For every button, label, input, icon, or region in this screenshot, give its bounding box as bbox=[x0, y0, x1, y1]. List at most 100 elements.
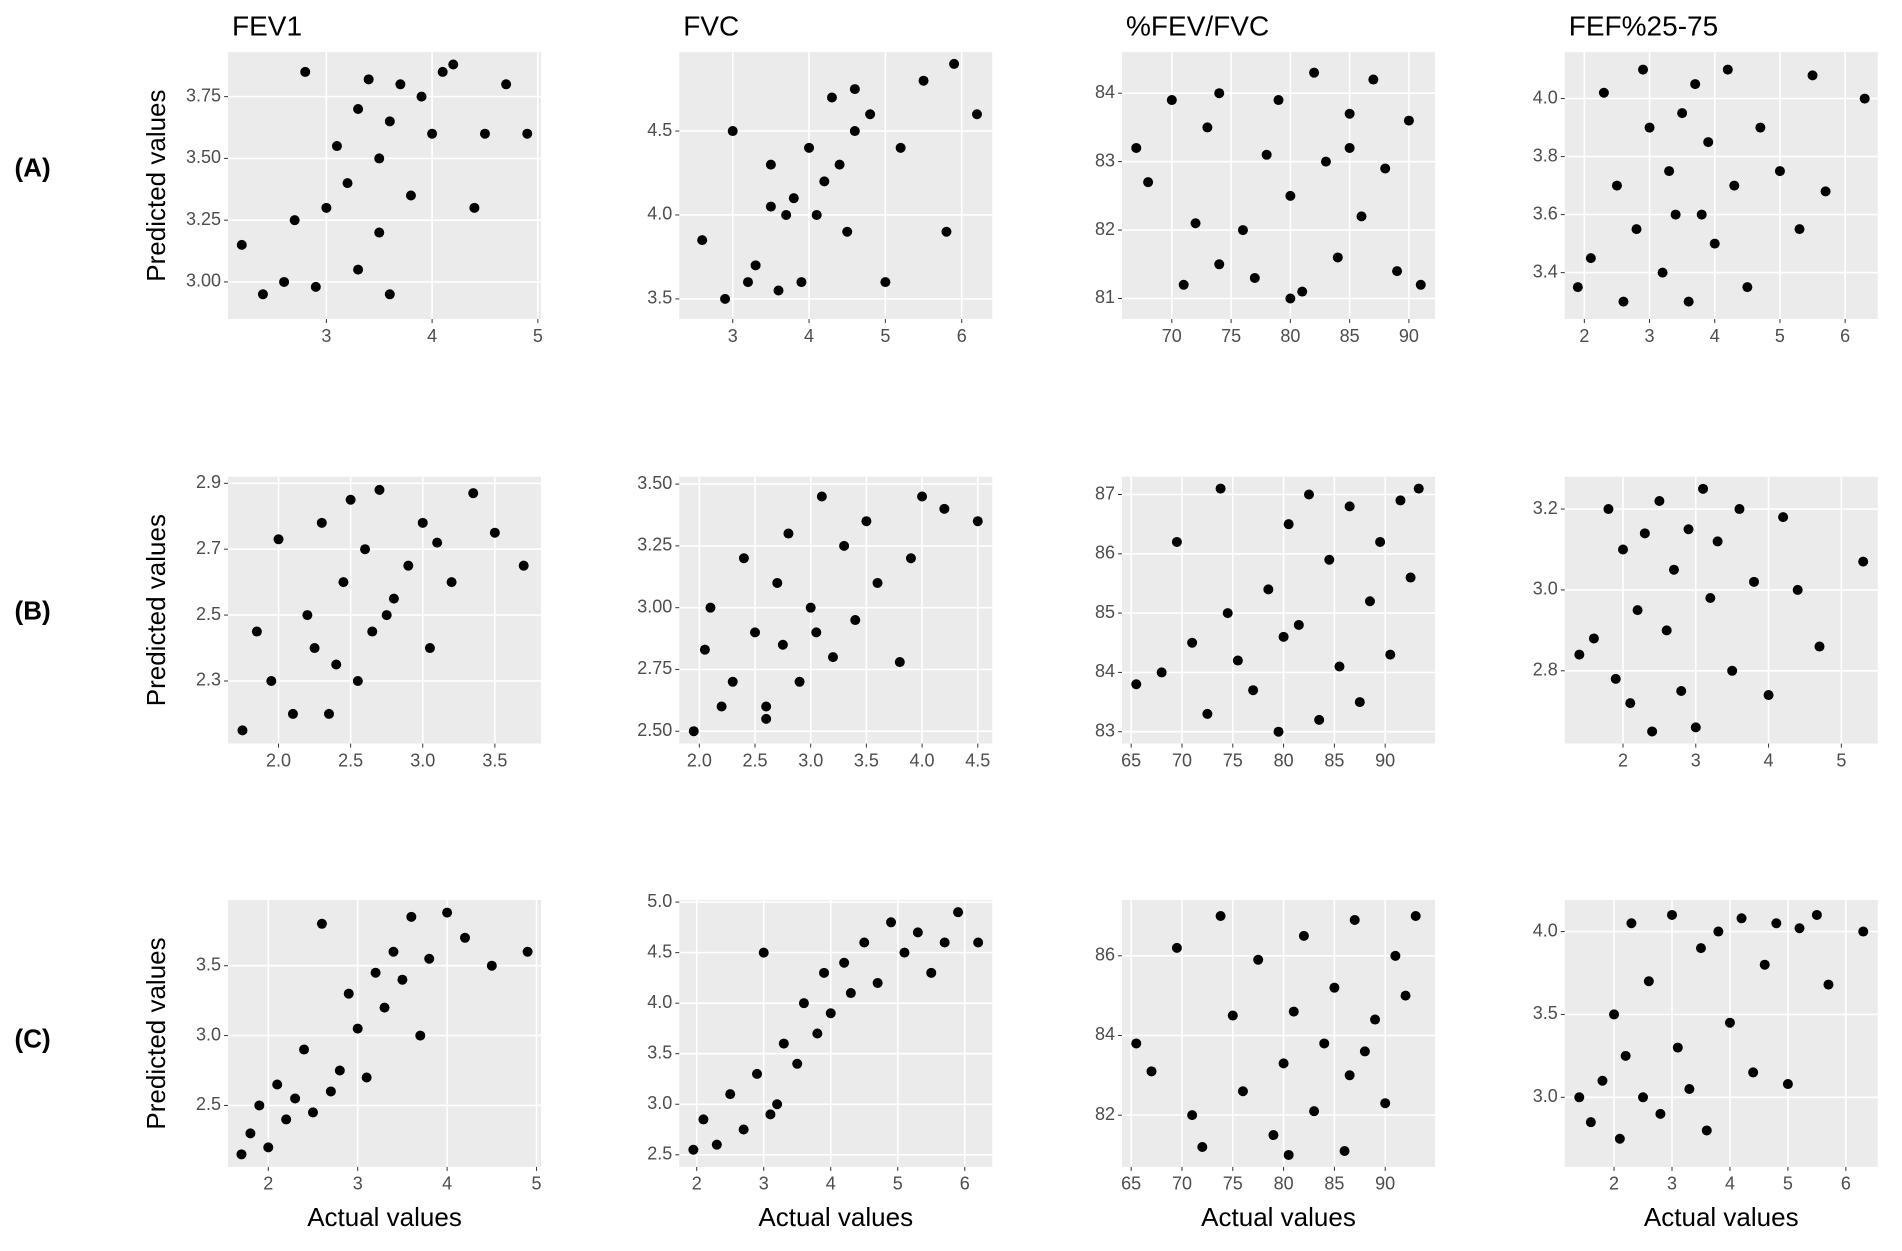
point bbox=[788, 193, 799, 204]
point bbox=[353, 264, 364, 275]
point bbox=[905, 553, 916, 564]
point bbox=[1609, 1009, 1620, 1020]
point bbox=[403, 560, 414, 571]
point bbox=[302, 610, 313, 621]
point bbox=[345, 494, 356, 505]
point bbox=[273, 534, 284, 545]
point bbox=[1410, 910, 1421, 921]
point bbox=[1597, 1075, 1608, 1086]
point bbox=[1792, 584, 1803, 595]
point bbox=[1332, 252, 1343, 263]
point bbox=[1385, 649, 1396, 660]
point bbox=[1187, 637, 1198, 648]
x-tick-label: 2.5 bbox=[338, 750, 363, 770]
point bbox=[1771, 918, 1782, 929]
x-tick-label: 2 bbox=[692, 1174, 702, 1194]
point bbox=[424, 953, 435, 964]
point bbox=[518, 560, 529, 571]
point bbox=[1400, 990, 1411, 1001]
point bbox=[738, 1124, 749, 1135]
point bbox=[489, 527, 500, 538]
point bbox=[773, 285, 784, 296]
x-tick-label: 70 bbox=[1172, 1174, 1192, 1194]
point bbox=[872, 977, 883, 988]
point bbox=[834, 159, 845, 170]
point bbox=[1285, 190, 1296, 201]
point bbox=[1253, 954, 1264, 965]
x-tick-label: 4.5 bbox=[965, 750, 990, 770]
point bbox=[1344, 108, 1355, 119]
point bbox=[363, 74, 374, 85]
point bbox=[1690, 79, 1701, 90]
point bbox=[1811, 909, 1822, 920]
point bbox=[895, 142, 906, 153]
point bbox=[1690, 722, 1701, 733]
x-tick-label: 2 bbox=[1618, 750, 1628, 770]
point bbox=[1214, 88, 1225, 99]
point bbox=[953, 907, 964, 918]
point bbox=[738, 553, 749, 564]
x-tick-label: 75 bbox=[1221, 326, 1241, 346]
point bbox=[1657, 267, 1668, 278]
y-tick-label: 84 bbox=[1095, 1024, 1115, 1044]
point bbox=[379, 1002, 390, 1013]
point bbox=[459, 932, 470, 943]
point bbox=[688, 1144, 699, 1155]
point bbox=[1676, 686, 1687, 697]
y-tick-label: 3.75 bbox=[186, 85, 221, 105]
point bbox=[865, 109, 876, 120]
x-tick-label: 6 bbox=[1841, 1174, 1851, 1194]
point bbox=[1283, 1149, 1294, 1160]
point bbox=[370, 967, 381, 978]
point bbox=[442, 907, 453, 918]
point bbox=[845, 988, 856, 999]
point bbox=[1171, 536, 1182, 547]
panel-background bbox=[1122, 900, 1435, 1167]
row-label: (B) bbox=[15, 595, 51, 625]
x-tick-label: 6 bbox=[960, 1174, 970, 1194]
x-tick-label: 3.0 bbox=[410, 750, 435, 770]
x-tick-label: 5 bbox=[532, 1174, 542, 1194]
point bbox=[758, 947, 769, 958]
point bbox=[1334, 661, 1345, 672]
point bbox=[792, 1058, 803, 1069]
point bbox=[1666, 909, 1677, 920]
y-tick-label: 3.5 bbox=[647, 288, 672, 308]
y-tick-label: 3.0 bbox=[647, 1093, 672, 1113]
point bbox=[973, 937, 984, 948]
panel: 2 3 4 5 6 2.5 3.0 3.5 4.0 4.5 5.0 Actual values bbox=[647, 891, 993, 1232]
point bbox=[316, 517, 327, 528]
y-tick-label: 3.50 bbox=[186, 147, 221, 167]
point bbox=[1171, 942, 1182, 953]
point bbox=[486, 960, 497, 971]
panel-title: %FEV/FVC bbox=[1126, 11, 1269, 42]
point bbox=[1131, 1038, 1142, 1049]
point bbox=[1395, 495, 1406, 506]
point bbox=[522, 128, 533, 139]
point bbox=[272, 1079, 283, 1090]
y-tick-label: 2.75 bbox=[637, 658, 672, 678]
point bbox=[1156, 667, 1167, 678]
point bbox=[880, 277, 891, 288]
y-tick-label: 2.50 bbox=[637, 720, 672, 740]
point bbox=[1643, 976, 1654, 987]
point bbox=[1614, 1133, 1625, 1144]
point bbox=[384, 289, 395, 300]
point bbox=[1187, 1110, 1198, 1121]
point bbox=[1146, 1066, 1157, 1077]
x-tick-label: 5 bbox=[533, 326, 543, 346]
point bbox=[1344, 501, 1355, 512]
point bbox=[1588, 633, 1599, 644]
point bbox=[1782, 1079, 1793, 1090]
point bbox=[816, 491, 827, 502]
point bbox=[281, 1114, 292, 1125]
x-tick-label: 3 bbox=[1645, 326, 1655, 346]
x-tick-label: 75 bbox=[1223, 1174, 1243, 1194]
y-tick-label: 3.5 bbox=[1533, 1003, 1558, 1023]
point bbox=[1285, 293, 1296, 304]
point bbox=[725, 1089, 736, 1100]
point bbox=[711, 1139, 722, 1150]
point bbox=[772, 577, 783, 588]
point bbox=[397, 974, 408, 985]
y-tick-label: 3.00 bbox=[186, 271, 221, 291]
